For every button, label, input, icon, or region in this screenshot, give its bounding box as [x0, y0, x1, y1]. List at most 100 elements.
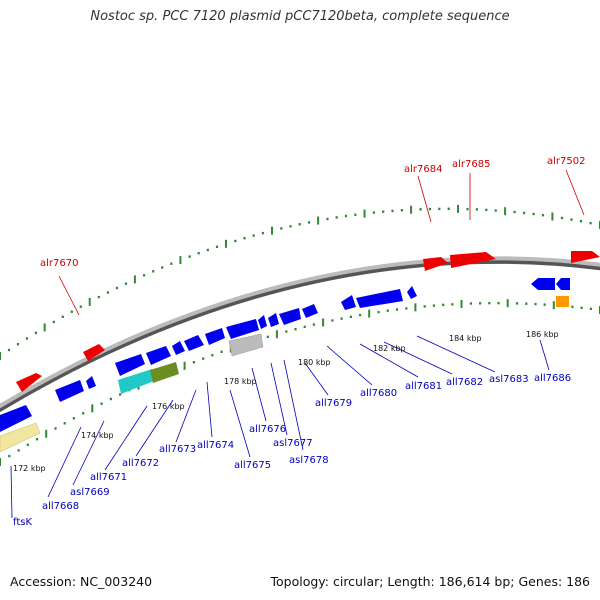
minor-tick — [97, 295, 100, 299]
ruler-label: 186 kbp — [526, 330, 559, 339]
gene-label-asl7677[interactable]: asl7677 — [273, 438, 313, 449]
feature-gray[interactable] — [228, 333, 264, 357]
minor-tick — [124, 282, 128, 285]
gene-asl7669-arrow[interactable] — [86, 376, 96, 389]
gene-all7675-arrow[interactable] — [205, 328, 225, 345]
minor-tick — [359, 313, 362, 317]
gene-alr7684-arrow[interactable] — [423, 257, 448, 271]
gene-label-all7676[interactable]: all7676 — [249, 424, 286, 435]
gene-all7671-arrow[interactable] — [115, 354, 145, 376]
gene-label-all7672[interactable]: all7672 — [122, 458, 159, 469]
feature-olive[interactable] — [150, 362, 179, 383]
map-title: Nostoc sp. PCC 7120 plasmid pCC7120beta,… — [90, 9, 510, 24]
major-tick — [322, 318, 325, 327]
major-tick — [45, 429, 48, 438]
minor-tick — [34, 331, 37, 335]
minor-tick — [72, 417, 75, 420]
major-tick — [133, 275, 136, 284]
minor-tick — [419, 208, 422, 211]
minor-tick — [497, 301, 500, 305]
feature-cyan[interactable] — [118, 369, 154, 394]
plasmid-backbone — [0, 256, 600, 409]
gene-label-asl7683[interactable]: asl7683 — [489, 374, 529, 385]
minor-tick — [119, 393, 122, 396]
gene-label-all7671[interactable]: all7671 — [90, 472, 127, 483]
minor-tick — [447, 207, 450, 210]
gene-label-all7674[interactable]: all7674 — [197, 440, 234, 451]
minor-tick — [289, 225, 292, 228]
major-tick — [368, 309, 371, 318]
minor-tick — [515, 302, 519, 305]
gene-all7679-arrow[interactable] — [279, 308, 301, 325]
gene-label-alr7502[interactable]: alr7502 — [547, 156, 585, 167]
gene-alr7670-arrow[interactable] — [16, 373, 42, 392]
gene-all7682-arrow[interactable] — [356, 289, 403, 308]
gene-all7680-arrow[interactable] — [302, 304, 318, 318]
gene-label-all7680[interactable]: all7680 — [360, 388, 397, 399]
gene-asl7683-arrow[interactable] — [407, 286, 417, 299]
gene-label-ftsK[interactable]: ftsK — [13, 517, 32, 528]
gene-ftsK-arrow[interactable] — [0, 405, 32, 432]
gene-asl7677-arrow[interactable] — [258, 315, 267, 329]
minor-tick — [303, 325, 306, 328]
minor-tick — [26, 443, 29, 446]
gene-label-all7681[interactable]: all7681 — [405, 381, 442, 392]
minor-tick — [335, 216, 338, 219]
minor-tick — [377, 310, 380, 314]
minor-tick — [234, 239, 237, 243]
gene-all7676-arrow[interactable] — [226, 319, 259, 339]
minor-tick — [243, 237, 246, 240]
feature-orange[interactable] — [556, 296, 569, 307]
gene-label-all7675[interactable]: all7675 — [234, 460, 271, 471]
minor-tick — [391, 209, 394, 213]
minor-tick — [571, 305, 574, 308]
gene-label-alr7670[interactable]: alr7670 — [40, 258, 78, 269]
gene-label-all7679[interactable]: all7679 — [315, 398, 352, 409]
minor-tick — [63, 422, 66, 425]
gene-label-asl7678[interactable]: asl7678 — [289, 455, 329, 466]
minor-tick — [560, 216, 564, 220]
gene-all7681-arrow[interactable] — [341, 295, 356, 310]
major-tick — [91, 404, 94, 413]
gene-forward-arrow[interactable] — [83, 344, 105, 361]
minor-tick — [298, 223, 301, 226]
minor-tick — [442, 303, 445, 307]
gene-label-all7673[interactable]: all7673 — [159, 444, 196, 455]
gene-label-asl7669[interactable]: asl7669 — [70, 487, 110, 498]
gene-alr7502-arrow[interactable] — [571, 251, 600, 263]
gene-all7686-arrow[interactable] — [531, 278, 555, 290]
minor-tick — [161, 266, 164, 269]
major-tick — [225, 239, 227, 248]
gene-all7673-arrow[interactable] — [172, 341, 185, 355]
minor-tick — [395, 308, 399, 311]
minor-tick — [349, 315, 352, 318]
minor-tick — [115, 286, 118, 290]
minor-tick — [206, 248, 209, 252]
gene-label-all7668[interactable]: all7668 — [42, 501, 79, 512]
major-tick — [363, 209, 366, 218]
forward-gene-labels: alr7670 alr7684 alr7685 alr7502 — [40, 156, 585, 269]
gene-all7672-arrow[interactable] — [146, 346, 171, 365]
feature-light-yellow[interactable] — [0, 422, 41, 453]
major-tick — [43, 323, 46, 332]
major-tick — [0, 352, 1, 360]
gene-reverse-arrow[interactable] — [556, 278, 570, 290]
minor-tick — [488, 301, 491, 305]
minor-tick — [280, 227, 283, 230]
ruler-label: 174 kbp — [81, 431, 114, 440]
minor-tick — [423, 305, 426, 308]
gene-label-alr7685[interactable]: alr7685 — [452, 159, 490, 170]
minor-tick — [70, 310, 73, 313]
gene-all7668-arrow[interactable] — [55, 380, 84, 402]
minor-tick — [525, 302, 528, 305]
gene-label-all7686[interactable]: all7686 — [534, 373, 571, 384]
minor-tick — [192, 361, 195, 364]
minor-tick — [579, 220, 583, 223]
gene-asl7678-arrow[interactable] — [268, 313, 279, 327]
gene-label-all7682[interactable]: all7682 — [446, 377, 483, 388]
gene-all7674-arrow[interactable] — [184, 335, 204, 351]
gene-label-alr7684[interactable]: alr7684 — [404, 164, 442, 175]
minor-tick — [7, 348, 11, 352]
gene-alr7685-arrow[interactable] — [450, 252, 496, 268]
